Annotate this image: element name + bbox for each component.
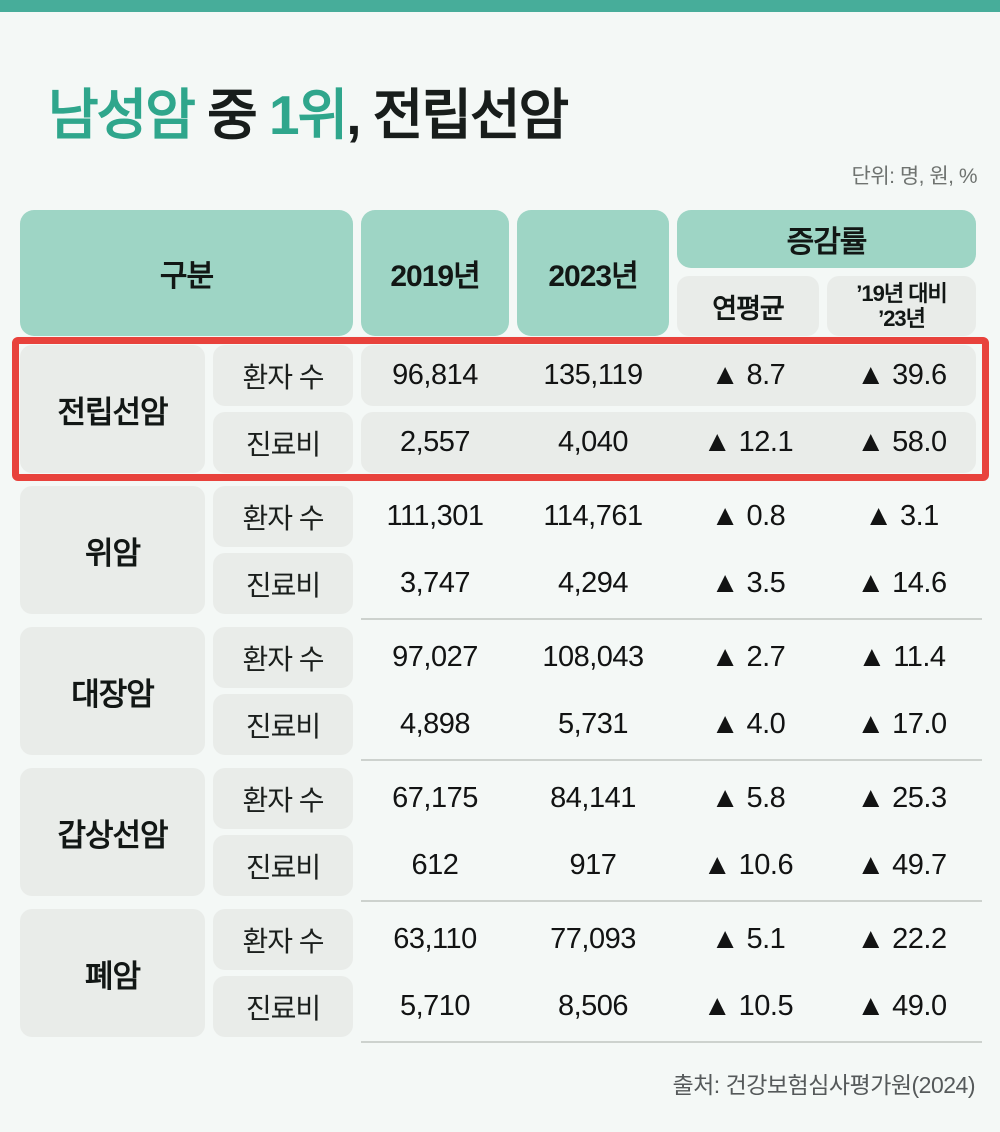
source-note: 출처: 건강보험심사평가원(2024) (672, 1072, 975, 1098)
data-row: 2,557 4,040 ▲ 12.1 ▲ 58.0 (361, 412, 976, 473)
value-2023: 135,119 (543, 359, 643, 391)
value-2019: 3,747 (399, 567, 471, 599)
data-row: 612 917 ▲ 10.6 ▲ 49.7 (361, 835, 976, 896)
value-2019: 97,027 (392, 641, 478, 673)
metric-label-cell: 진료비 (213, 976, 353, 1037)
header-19-vs-23-line1: ’19년 대비 (856, 280, 947, 306)
value-2019: 96,814 (392, 359, 478, 391)
value-2019: 111,301 (386, 500, 484, 532)
cancer-name-cell: 갑상선암 (20, 768, 205, 896)
cancer-name-cell: 폐암 (20, 909, 205, 1037)
value-2019: 63,110 (393, 923, 477, 955)
value-2019: 67,175 (392, 782, 478, 814)
value-2023: 84,141 (550, 782, 636, 814)
page-title: 남성암 중 1위, 전립선암 (48, 70, 569, 150)
header-2023: 2023년 (517, 210, 669, 336)
value-annual-average: ▲ 5.1 (710, 923, 786, 955)
row-group-prostate-cancer-highlighted: 전립선암 환자 수 96,814 135,119 ▲ 8.7 ▲ 39.6 진료… (12, 337, 989, 481)
value-2019: 612 (411, 849, 459, 881)
metric-label-cell: 환자 수 (213, 909, 353, 970)
value-19-vs-23: ▲ 11.4 (857, 641, 946, 673)
value-2023: 108,043 (542, 641, 644, 673)
value-annual-average: ▲ 0.8 (710, 500, 786, 532)
value-annual-average: ▲ 3.5 (710, 567, 786, 599)
row-group-stomach-cancer: 위암 환자 수 111,301 114,761 ▲ 0.8 ▲ 3.1 진료비 … (20, 486, 982, 620)
value-annual-average: ▲ 10.5 (702, 990, 794, 1022)
data-row: 67,175 84,141 ▲ 5.8 ▲ 25.3 (361, 768, 976, 829)
metric-label-cell: 진료비 (213, 553, 353, 614)
value-annual-average: ▲ 8.7 (710, 359, 786, 391)
value-2023: 917 (569, 849, 617, 881)
value-19-vs-23: ▲ 25.3 (856, 782, 947, 814)
data-row: 63,110 77,093 ▲ 5.1 ▲ 22.2 (361, 909, 976, 970)
value-2019: 4,898 (399, 708, 471, 740)
metric-label-cell: 진료비 (213, 835, 353, 896)
value-19-vs-23: ▲ 49.7 (856, 849, 947, 881)
title-accent-text: 1위 (268, 84, 348, 146)
metric-label-cell: 환자 수 (213, 768, 353, 829)
value-annual-average: ▲ 4.0 (710, 708, 786, 740)
metric-label-cell: 진료비 (213, 412, 353, 473)
value-2023: 5,731 (557, 708, 629, 740)
header-19-vs-23: ’19년 대비 ’23년 (827, 276, 976, 336)
row-group-colorectal-cancer: 대장암 환자 수 97,027 108,043 ▲ 2.7 ▲ 11.4 진료비… (20, 627, 982, 761)
data-row: 5,710 8,506 ▲ 10.5 ▲ 49.0 (361, 976, 976, 1037)
data-row: 111,301 114,761 ▲ 0.8 ▲ 3.1 (361, 486, 976, 547)
value-annual-average: ▲ 5.8 (710, 782, 786, 814)
unit-note: 단위: 명, 원, % (851, 165, 978, 188)
value-annual-average: ▲ 12.1 (702, 426, 794, 458)
metric-label-cell: 환자 수 (213, 345, 353, 406)
table-header: 구분 2019년 2023년 증감률 연평균 ’19년 대비 ’23년 (20, 210, 976, 336)
header-annual-average: 연평균 (677, 276, 819, 336)
header-change-rate: 증감률 (677, 210, 976, 268)
cancer-name-cell: 대장암 (20, 627, 205, 755)
header-2019: 2019년 (361, 210, 509, 336)
value-19-vs-23: ▲ 49.0 (856, 990, 947, 1022)
value-19-vs-23: ▲ 22.2 (856, 923, 947, 955)
title-text: , 전립선암 (346, 84, 569, 146)
cancer-name-cell: 위암 (20, 486, 205, 614)
value-19-vs-23: ▲ 58.0 (856, 426, 947, 458)
value-2019: 5,710 (399, 990, 471, 1022)
value-2023: 4,040 (557, 426, 629, 458)
row-group-lung-cancer: 폐암 환자 수 63,110 77,093 ▲ 5.1 ▲ 22.2 진료비 5… (20, 909, 982, 1043)
title-text: 중 (193, 84, 269, 146)
value-2019: 2,557 (399, 426, 471, 458)
value-2023: 4,294 (557, 567, 629, 599)
value-2023: 8,506 (557, 990, 629, 1022)
value-19-vs-23: ▲ 39.6 (856, 359, 947, 391)
top-accent-bar (0, 0, 1000, 12)
value-annual-average: ▲ 10.6 (702, 849, 794, 881)
title-accent-text: 남성암 (48, 84, 196, 146)
value-19-vs-23: ▲ 17.0 (856, 708, 947, 740)
metric-label-cell: 환자 수 (213, 627, 353, 688)
metric-label-cell: 환자 수 (213, 486, 353, 547)
value-2023: 114,761 (543, 500, 643, 532)
value-2023: 77,093 (550, 923, 636, 955)
row-group-thyroid-cancer: 갑상선암 환자 수 67,175 84,141 ▲ 5.8 ▲ 25.3 진료비… (20, 768, 982, 902)
value-annual-average: ▲ 2.7 (710, 641, 786, 673)
metric-label-cell: 진료비 (213, 694, 353, 755)
data-row: 97,027 108,043 ▲ 2.7 ▲ 11.4 (361, 627, 976, 688)
header-gubun: 구분 (20, 210, 353, 336)
data-row: 96,814 135,119 ▲ 8.7 ▲ 39.6 (361, 345, 976, 406)
cancer-name-cell: 전립선암 (20, 345, 205, 473)
value-19-vs-23: ▲ 3.1 (864, 500, 939, 532)
header-19-vs-23-line2: ’23년 (878, 306, 926, 331)
data-row: 3,747 4,294 ▲ 3.5 ▲ 14.6 (361, 553, 976, 614)
value-19-vs-23: ▲ 14.6 (856, 567, 947, 599)
data-table: 구분 2019년 2023년 증감률 연평균 ’19년 대비 ’23년 전립선암… (12, 210, 989, 1050)
data-row: 4,898 5,731 ▲ 4.0 ▲ 17.0 (361, 694, 976, 755)
table-body: 전립선암 환자 수 96,814 135,119 ▲ 8.7 ▲ 39.6 진료… (12, 337, 989, 1043)
